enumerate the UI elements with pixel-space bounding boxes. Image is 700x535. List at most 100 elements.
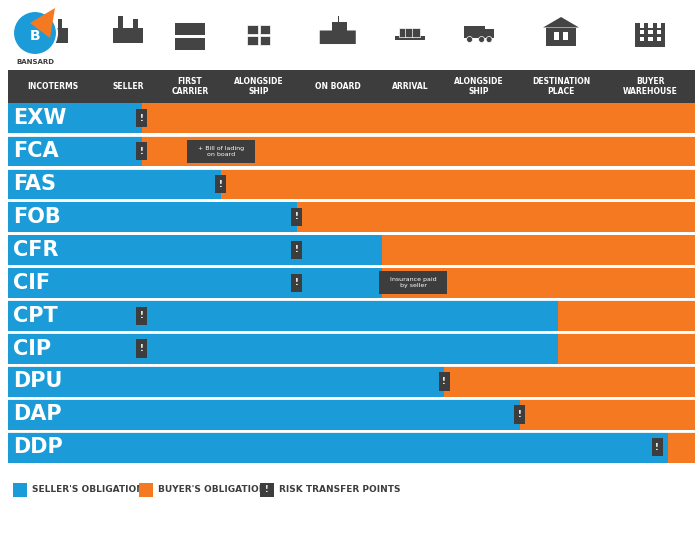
Bar: [175, 23, 205, 35]
Bar: [648, 24, 652, 28]
Text: ALONGSIDE
SHIP: ALONGSIDE SHIP: [234, 77, 284, 96]
Bar: [657, 36, 661, 41]
Bar: [8, 136, 695, 166]
Text: CIP: CIP: [13, 339, 51, 358]
Bar: [247, 25, 258, 34]
Text: !: !: [140, 114, 144, 123]
Text: DESTINATION
PLACE: DESTINATION PLACE: [532, 77, 590, 96]
Bar: [546, 27, 576, 45]
Bar: [57, 19, 62, 27]
Text: !: !: [442, 377, 446, 386]
Bar: [514, 406, 525, 424]
Bar: [8, 333, 695, 364]
Bar: [8, 136, 142, 166]
Text: ON BOARD: ON BOARD: [315, 82, 360, 91]
Text: DAP: DAP: [13, 404, 62, 424]
Bar: [563, 32, 568, 40]
Bar: [216, 175, 227, 193]
Bar: [136, 109, 148, 127]
Bar: [43, 16, 47, 27]
Bar: [8, 235, 382, 265]
Text: !: !: [295, 212, 298, 221]
Bar: [291, 208, 302, 226]
Bar: [8, 432, 668, 462]
Bar: [260, 25, 270, 34]
Text: !: !: [295, 246, 298, 254]
Bar: [118, 16, 122, 27]
Bar: [8, 202, 297, 232]
Text: FAS: FAS: [13, 174, 56, 194]
Text: !: !: [140, 311, 144, 320]
Bar: [8, 366, 444, 396]
Bar: [8, 103, 695, 133]
Text: ALONGSIDE
SHIP: ALONGSIDE SHIP: [454, 77, 503, 96]
Circle shape: [13, 11, 57, 55]
Bar: [8, 169, 695, 199]
Bar: [636, 26, 665, 47]
Text: BUYER'S OBLIGATION: BUYER'S OBLIGATION: [158, 485, 267, 494]
Text: !: !: [655, 443, 659, 452]
Bar: [8, 103, 142, 133]
Text: CIF: CIF: [13, 273, 50, 293]
Bar: [640, 24, 644, 28]
Bar: [175, 38, 205, 50]
Bar: [291, 241, 302, 259]
Text: BUYER
WAREHOUSE: BUYER WAREHOUSE: [623, 77, 678, 96]
Text: !: !: [140, 344, 144, 353]
Bar: [247, 36, 258, 45]
Bar: [38, 27, 68, 42]
Bar: [8, 432, 695, 462]
Bar: [640, 30, 644, 34]
Bar: [439, 372, 449, 391]
Text: !: !: [219, 180, 223, 188]
Bar: [8, 399, 695, 430]
Bar: [8, 268, 695, 298]
Bar: [8, 202, 695, 232]
Bar: [291, 273, 302, 292]
Text: ARRIVAL: ARRIVAL: [391, 82, 428, 91]
Circle shape: [486, 36, 492, 42]
Bar: [332, 21, 346, 32]
Text: EXW: EXW: [13, 108, 66, 128]
Text: !: !: [140, 147, 144, 156]
Text: RISK TRANSFER POINTS: RISK TRANSFER POINTS: [279, 485, 400, 494]
Bar: [113, 27, 144, 42]
Bar: [657, 30, 661, 34]
Bar: [395, 36, 425, 40]
Bar: [136, 142, 148, 160]
Text: FCA: FCA: [13, 141, 59, 161]
Text: Insurance paid
by seller: Insurance paid by seller: [390, 277, 437, 288]
Bar: [8, 333, 558, 364]
Circle shape: [467, 36, 473, 42]
Text: FIRST
CARRIER: FIRST CARRIER: [172, 77, 209, 96]
Bar: [8, 301, 695, 331]
Bar: [412, 28, 420, 36]
Bar: [8, 235, 695, 265]
Text: SELLER'S OBLIGATION: SELLER'S OBLIGATION: [32, 485, 144, 494]
Bar: [139, 483, 153, 497]
Bar: [8, 366, 695, 396]
Bar: [554, 32, 559, 40]
Text: SELLER: SELLER: [113, 82, 144, 91]
Text: !: !: [295, 278, 298, 287]
Bar: [0, 0, 700, 70]
Bar: [652, 438, 663, 456]
Bar: [260, 483, 274, 497]
Polygon shape: [543, 17, 579, 27]
Bar: [648, 30, 652, 34]
Bar: [484, 29, 494, 38]
Bar: [338, 16, 339, 30]
Bar: [187, 140, 255, 163]
Text: FOB: FOB: [13, 207, 61, 227]
Text: CFR: CFR: [13, 240, 59, 260]
Text: !: !: [518, 410, 522, 419]
Bar: [133, 19, 138, 27]
Bar: [136, 339, 148, 358]
Bar: [8, 301, 558, 331]
Bar: [136, 307, 148, 325]
Bar: [8, 70, 695, 103]
Text: B: B: [29, 29, 41, 43]
Text: + Bill of lading
on board: + Bill of lading on board: [198, 146, 244, 157]
Text: INCOTERMS: INCOTERMS: [27, 82, 78, 91]
Bar: [13, 483, 27, 497]
